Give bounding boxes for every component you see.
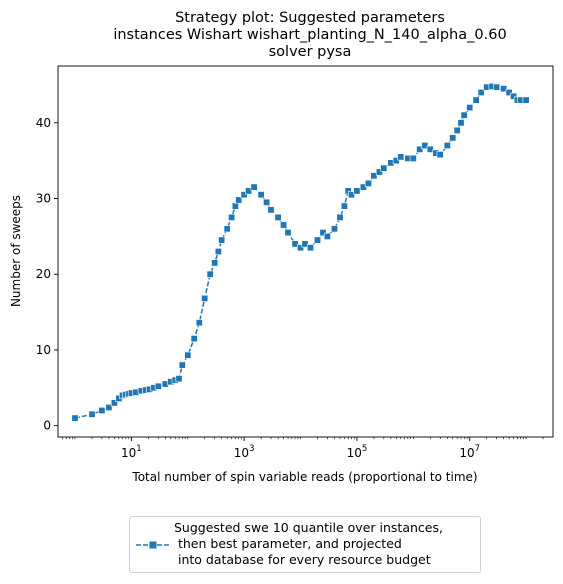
- data-point: [375, 168, 383, 176]
- data-point: [274, 213, 282, 221]
- x-axis-label: Total number of spin variable reads (pro…: [131, 470, 477, 484]
- data-point: [175, 375, 183, 383]
- data-point: [245, 187, 253, 195]
- data-point: [340, 202, 348, 210]
- data-point: [178, 361, 186, 369]
- data-point: [257, 191, 265, 199]
- y-tick-label: 40: [36, 116, 51, 130]
- data-point: [453, 126, 461, 134]
- data-point: [380, 164, 388, 172]
- x-tick-label: 101: [121, 444, 142, 460]
- data-point: [206, 270, 214, 278]
- data-point: [370, 172, 378, 180]
- data-point: [105, 403, 113, 411]
- data-point: [364, 179, 372, 187]
- data-point: [291, 240, 299, 248]
- data-point: [267, 206, 275, 214]
- data-point: [392, 157, 400, 165]
- data-point: [240, 191, 248, 199]
- data-point: [397, 153, 405, 161]
- data-point: [231, 202, 239, 210]
- legend-label: Suggested swe 10 quantile over instances…: [174, 520, 443, 567]
- x-tick-label: 107: [459, 444, 480, 460]
- data-point: [323, 232, 331, 240]
- data-point: [347, 191, 355, 199]
- legend-marker: [136, 541, 170, 549]
- x-axis: 101 103 105 107: [62, 437, 544, 460]
- data-point: [510, 92, 518, 100]
- data-point: [190, 335, 198, 343]
- data-point: [336, 213, 344, 221]
- data-point: [421, 142, 429, 150]
- series-line: [74, 85, 527, 419]
- data-point: [296, 244, 304, 252]
- data-point: [493, 83, 501, 91]
- data-point: [235, 196, 243, 204]
- chart-title-line-3: solver pysa: [269, 44, 352, 60]
- plot-area: [57, 65, 554, 438]
- data-point: [218, 236, 226, 244]
- chart-title-line-1: Strategy plot: Suggested parameters: [175, 10, 445, 26]
- data-point: [263, 198, 271, 206]
- y-tick-label: 0: [43, 419, 51, 433]
- x-tick-label: 105: [347, 444, 368, 460]
- data-point: [426, 145, 434, 153]
- data-point: [195, 319, 203, 327]
- y-tick-label: 10: [36, 343, 51, 357]
- data-point: [88, 410, 96, 418]
- data-point: [71, 414, 79, 422]
- data-point: [228, 213, 236, 221]
- legend: Suggested swe 10 quantile over instances…: [129, 516, 481, 573]
- data-point: [436, 151, 444, 159]
- x-tick-label: 103: [234, 444, 255, 460]
- data-point: [250, 183, 258, 191]
- y-tick-label: 30: [36, 192, 51, 206]
- data-point: [460, 111, 468, 119]
- data-point: [201, 294, 209, 302]
- data-point: [466, 104, 474, 112]
- data-point: [500, 85, 508, 93]
- data-point: [319, 229, 327, 237]
- data-point: [306, 244, 314, 252]
- data-point: [284, 229, 292, 237]
- data-point: [505, 89, 513, 97]
- data-point: [223, 225, 231, 233]
- y-axis-label: Number of sweeps: [9, 195, 23, 307]
- y-axis: 0 10 20 30 40: [36, 116, 58, 433]
- data-point: [313, 236, 321, 244]
- data-point: [449, 134, 457, 142]
- data-point: [359, 183, 367, 191]
- data-point: [443, 142, 451, 150]
- data-point: [457, 119, 465, 127]
- data-point: [214, 248, 222, 256]
- data-point: [522, 96, 530, 104]
- data-point: [154, 382, 162, 390]
- data-point: [416, 145, 424, 153]
- y-tick-label: 20: [36, 267, 51, 281]
- data-point: [280, 221, 288, 229]
- data-point: [301, 240, 309, 248]
- data-point: [184, 351, 192, 359]
- data-point: [211, 259, 219, 267]
- data-point: [409, 154, 417, 162]
- chart-title-line-2: instances Wishart wishart_planting_N_140…: [113, 27, 506, 43]
- data-point: [353, 187, 361, 195]
- data-point: [477, 89, 485, 97]
- data-point: [110, 399, 118, 407]
- data-point: [330, 225, 338, 233]
- data-point: [472, 96, 480, 104]
- series-swe-quantile: [71, 82, 530, 422]
- data-point: [98, 406, 106, 414]
